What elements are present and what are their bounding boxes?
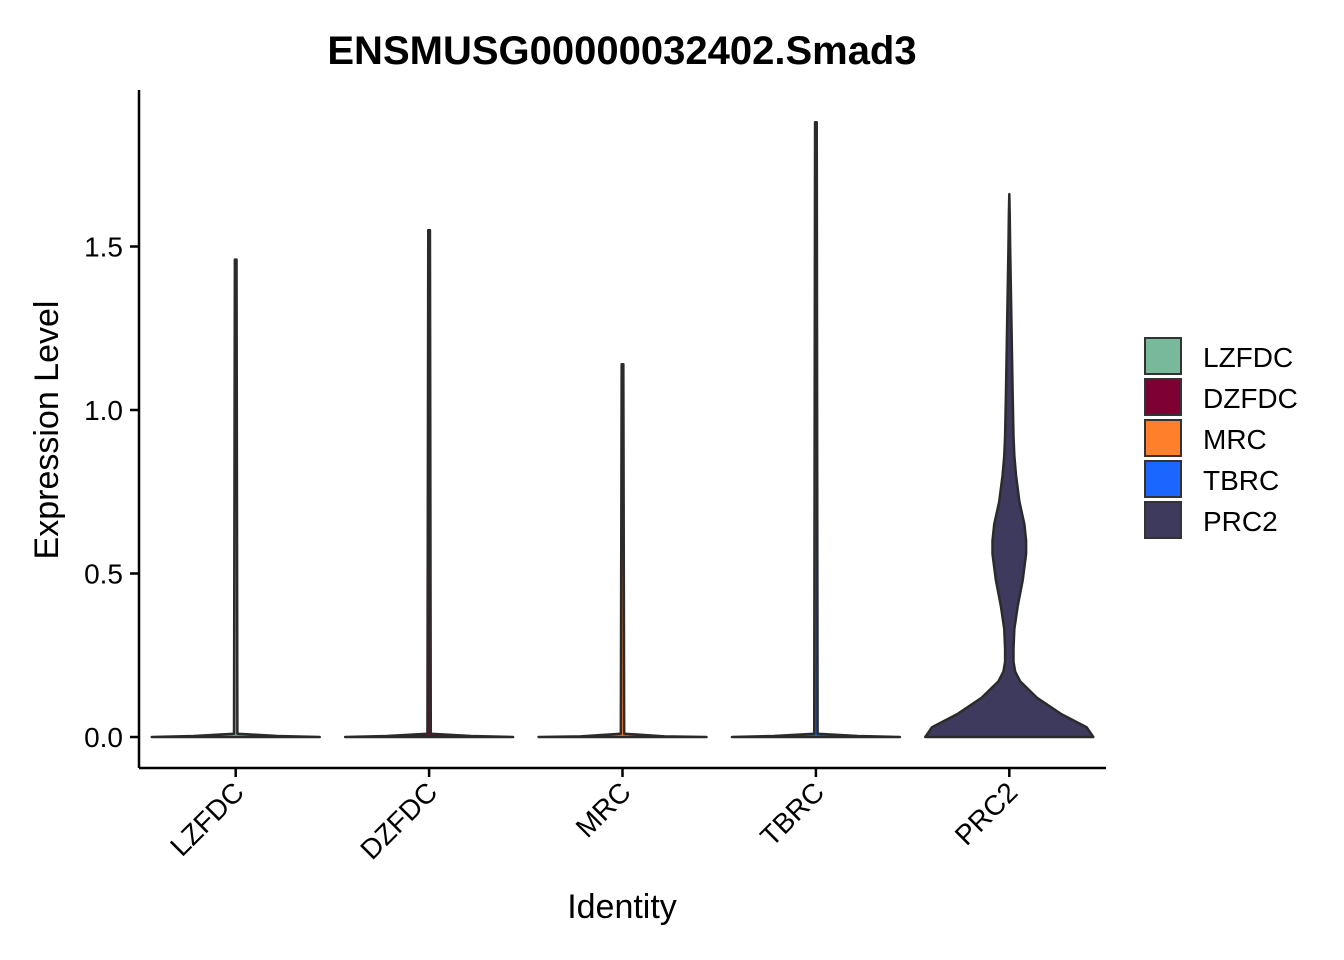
x-tick-label: MRC — [570, 776, 637, 843]
violin-mrc — [537, 362, 708, 739]
legend-label: DZFDC — [1203, 383, 1298, 414]
legend: LZFDC DZFDC MRC TBRC PRC2 — [1144, 337, 1298, 539]
violin-tbrc — [730, 120, 902, 739]
y-tick-label: 0.0 — [84, 722, 123, 753]
plot-area — [150, 120, 1095, 739]
legend-key-prc2 — [1144, 501, 1182, 539]
y-tick-label: 1.0 — [84, 395, 123, 426]
chart-title: ENSMUSG00000032402.Smad3 — [327, 29, 916, 73]
y-axis-title: Expression Level — [28, 301, 66, 560]
violin-prc2 — [924, 192, 1095, 739]
violin-lzfdc — [150, 258, 321, 739]
legend-key-mrc — [1144, 419, 1182, 457]
legend-key-tbrc — [1144, 460, 1182, 498]
legend-label: LZFDC — [1203, 342, 1293, 373]
x-tick-label: LZFDC — [164, 776, 250, 862]
x-tick-label: TBRC — [754, 776, 830, 852]
y-tick-label: 1.5 — [84, 232, 123, 263]
x-axis-ticks: LZFDC DZFDC MRC TBRC PRC2 — [164, 768, 1024, 865]
y-tick-label: 0.5 — [84, 559, 123, 590]
legend-key-dzfdc — [1144, 378, 1182, 416]
violin-dzfdc — [343, 228, 515, 739]
legend-label: PRC2 — [1203, 506, 1278, 537]
legend-label: MRC — [1203, 424, 1267, 455]
legend-label: TBRC — [1203, 465, 1279, 496]
x-tick-label: PRC2 — [949, 776, 1024, 851]
y-axis-ticks: 0.0 0.5 1.0 1.5 — [84, 232, 139, 753]
x-axis-title: Identity — [567, 888, 677, 926]
x-tick-label: DZFDC — [354, 776, 443, 865]
legend-key-lzfdc — [1144, 337, 1182, 375]
